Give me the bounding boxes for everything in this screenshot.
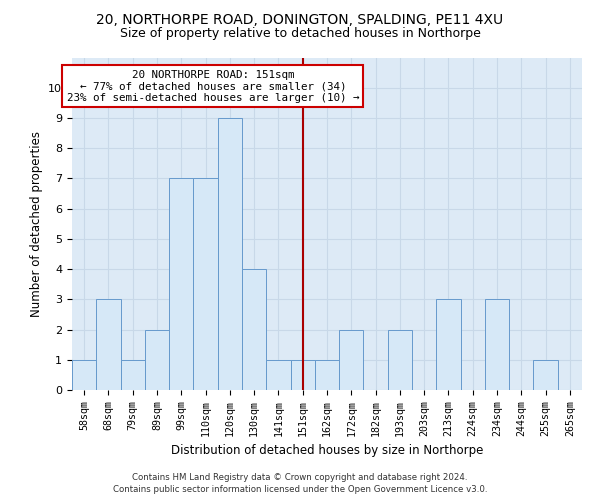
Text: 20, NORTHORPE ROAD, DONINGTON, SPALDING, PE11 4XU: 20, NORTHORPE ROAD, DONINGTON, SPALDING,…: [97, 12, 503, 26]
Bar: [145, 330, 169, 390]
Bar: [315, 360, 339, 390]
Bar: [193, 178, 218, 390]
Bar: [242, 269, 266, 390]
Text: 20 NORTHORPE ROAD: 151sqm
← 77% of detached houses are smaller (34)
23% of semi-: 20 NORTHORPE ROAD: 151sqm ← 77% of detac…: [67, 70, 359, 103]
Bar: [72, 360, 96, 390]
Bar: [169, 178, 193, 390]
Bar: [388, 330, 412, 390]
Bar: [121, 360, 145, 390]
Bar: [436, 300, 461, 390]
Y-axis label: Number of detached properties: Number of detached properties: [30, 130, 43, 317]
X-axis label: Distribution of detached houses by size in Northorpe: Distribution of detached houses by size …: [171, 444, 483, 457]
Bar: [290, 360, 315, 390]
Text: Size of property relative to detached houses in Northorpe: Size of property relative to detached ho…: [119, 28, 481, 40]
Bar: [533, 360, 558, 390]
Text: Contains HM Land Registry data © Crown copyright and database right 2024.
Contai: Contains HM Land Registry data © Crown c…: [113, 472, 487, 494]
Bar: [485, 300, 509, 390]
Bar: [96, 300, 121, 390]
Bar: [266, 360, 290, 390]
Bar: [339, 330, 364, 390]
Bar: [218, 118, 242, 390]
